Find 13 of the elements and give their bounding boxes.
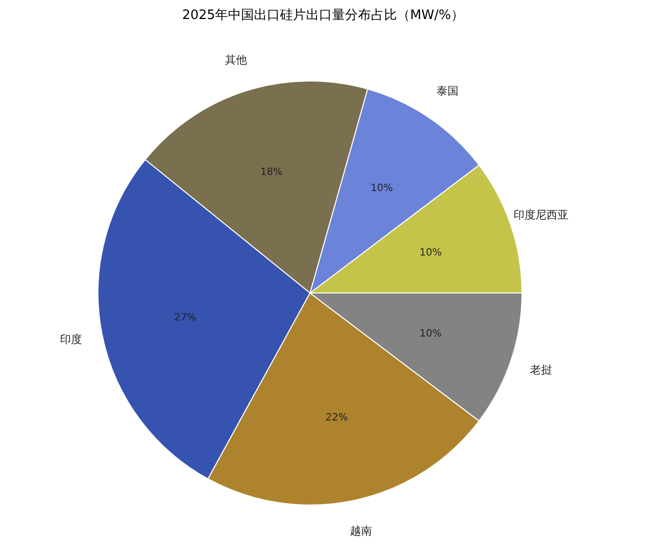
slice-label: 印度尼西亚: [514, 208, 569, 222]
slice-label: 泰国: [436, 84, 458, 98]
chart-title: 2025年中国出口硅片出口量分布占比（MW/%）: [182, 8, 464, 23]
slice-label: 老挝: [530, 364, 552, 377]
slice-label: 印度: [60, 333, 82, 346]
data-label: 10%: [419, 248, 442, 259]
data-label: 10%: [370, 182, 393, 194]
slice-label: 越南: [350, 524, 372, 538]
data-label: 18%: [260, 166, 283, 178]
data-label: 10%: [419, 328, 442, 340]
data-label: 22%: [325, 412, 348, 424]
data-label: 27%: [174, 312, 196, 324]
slice-label: 其他: [225, 54, 248, 67]
